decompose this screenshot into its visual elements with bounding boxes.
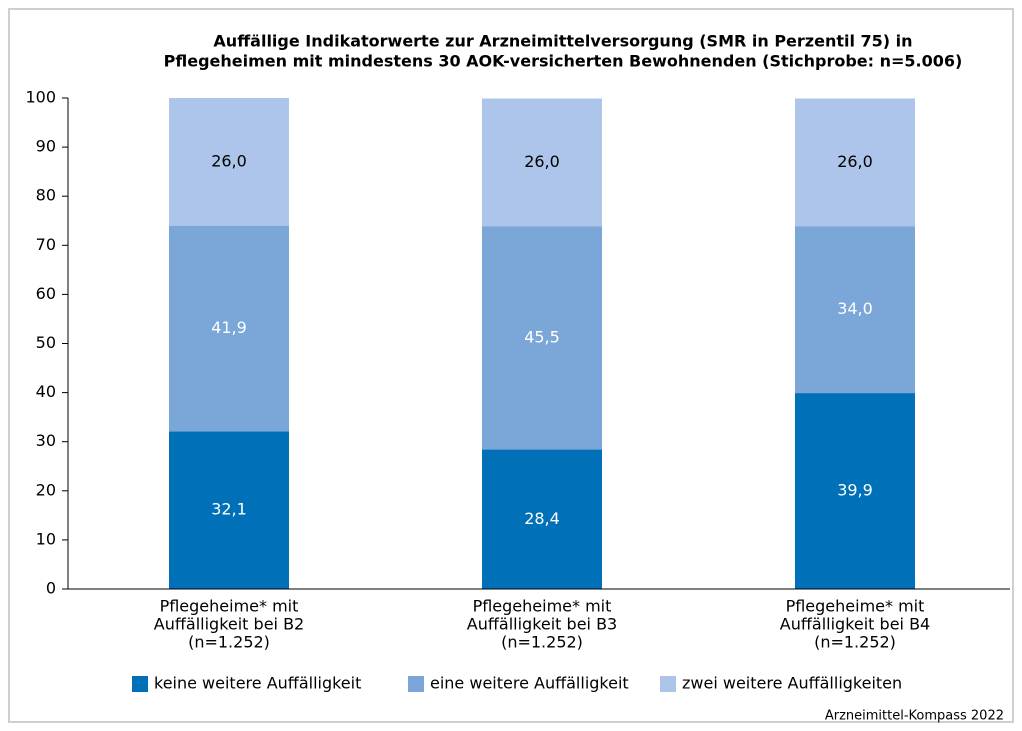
legend-label: zwei weitere Auffälligkeiten — [682, 674, 902, 693]
legend-swatch — [408, 676, 424, 692]
chart-title: Auffällige Indikatorwerte zur Arzneimitt… — [213, 32, 912, 51]
source: Arzneimittel-Kompass 2022 — [825, 709, 1004, 724]
x-tick-label: Pflegeheime* mit — [160, 597, 299, 616]
y-tick-label: 90 — [36, 137, 56, 156]
x-tick-label: Auffälligkeit bei B3 — [467, 615, 617, 634]
bar-segment — [482, 98, 602, 227]
y-tick-label: 30 — [36, 431, 56, 450]
y-tick-label: 20 — [36, 480, 56, 499]
bar-segment — [169, 98, 289, 226]
y-tick-label: 80 — [36, 186, 56, 205]
value-label: 26,0 — [211, 151, 247, 170]
x-tick-label: Pflegeheime* mit — [786, 597, 925, 616]
x-tick-label: (n=1.252) — [188, 633, 270, 652]
value-label: 26,0 — [524, 152, 560, 171]
frame — [8, 8, 1014, 723]
y-tick-label: 70 — [36, 235, 56, 254]
y-tick-label: 100 — [25, 88, 56, 107]
value-label: 39,9 — [837, 481, 873, 500]
x-tick-label: Auffälligkeit bei B4 — [780, 615, 930, 634]
legend-swatch — [660, 676, 676, 692]
legend-label: keine weitere Auffälligkeit — [154, 674, 361, 693]
y-tick-label: 0 — [46, 579, 56, 598]
bar-segment — [169, 431, 289, 589]
x-tick-label: Pflegeheime* mit — [473, 597, 612, 616]
y-tick-label: 10 — [36, 529, 56, 548]
legend-label: eine weitere Auffälligkeit — [430, 674, 629, 693]
value-label: 32,1 — [211, 500, 247, 519]
y-tick-label: 60 — [36, 284, 56, 303]
y-tick-label: 40 — [36, 382, 56, 401]
bar-segment — [795, 226, 915, 394]
value-label: 45,5 — [524, 327, 560, 346]
chart-title: Pflegeheimen mit mindestens 30 AOK-versi… — [164, 52, 963, 71]
x-tick-label: Auffälligkeit bei B2 — [154, 615, 304, 634]
bar-segment — [795, 393, 915, 589]
value-label: 41,9 — [211, 318, 247, 337]
value-label: 26,0 — [837, 152, 873, 171]
legend-swatch — [132, 676, 148, 692]
bar-segment — [482, 226, 602, 450]
x-tick-label: (n=1.252) — [814, 633, 896, 652]
value-label: 34,0 — [837, 299, 873, 318]
bar-segment — [482, 449, 602, 589]
value-label: 28,4 — [524, 509, 560, 528]
x-tick-label: (n=1.252) — [501, 633, 583, 652]
y-tick-label: 50 — [36, 333, 56, 352]
bar-segment — [169, 225, 289, 432]
bar-segment — [795, 98, 915, 227]
